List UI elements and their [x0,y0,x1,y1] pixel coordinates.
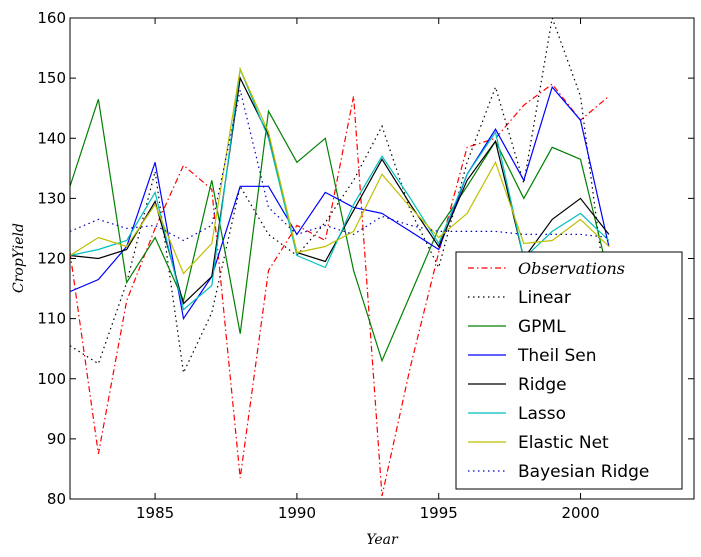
series-line-bayesian-ridge [70,90,609,242]
y-tick-label: 120 [37,250,66,268]
y-tick-label: 150 [37,69,66,87]
x-tick-label: 2000 [561,504,599,522]
y-tick-label: 80 [47,490,66,508]
series-line-theil-sen [70,85,610,321]
legend-label-ridge: Ridge [518,375,567,395]
legend-label-bayesian-ridge: Bayesian Ridge [518,462,649,482]
legend-label-gpml: GPML [518,317,566,337]
series-layer [70,18,610,497]
series-line-gpml [70,99,610,363]
tick-layer: 1985 1990 1995 2000 80 90 100 110 120 130 140 150 16… [37,9,694,522]
x-tick-label: 1995 [420,504,458,522]
x-axis-label: Year [366,532,399,548]
series-line-elastic-net [70,67,610,275]
legend-label-theil-sen: Theil Sen [517,346,597,366]
y-axis-label: CropYield [11,223,27,293]
series-line-linear [70,18,610,375]
legend-box [455,251,683,490]
x-tick-label: 1985 [136,504,174,522]
legend: Observations Linear GPML Theil Sen Ridge Lass… [455,251,683,490]
y-tick-label: 100 [37,370,66,388]
x-tick-label: 1990 [278,504,316,522]
y-tick-label: 90 [47,430,66,448]
y-tick-label: 130 [37,189,66,207]
series-line-lasso [70,66,610,311]
legend-label-observations: Observations [518,259,625,278]
y-tick-label: 160 [37,9,66,27]
y-tick-label: 140 [37,129,66,147]
y-tick-label: 110 [37,310,66,328]
legend-label-linear: Linear [518,288,571,308]
legend-label-lasso: Lasso [518,404,566,424]
legend-label-elastic-net: Elastic Net [518,433,609,453]
